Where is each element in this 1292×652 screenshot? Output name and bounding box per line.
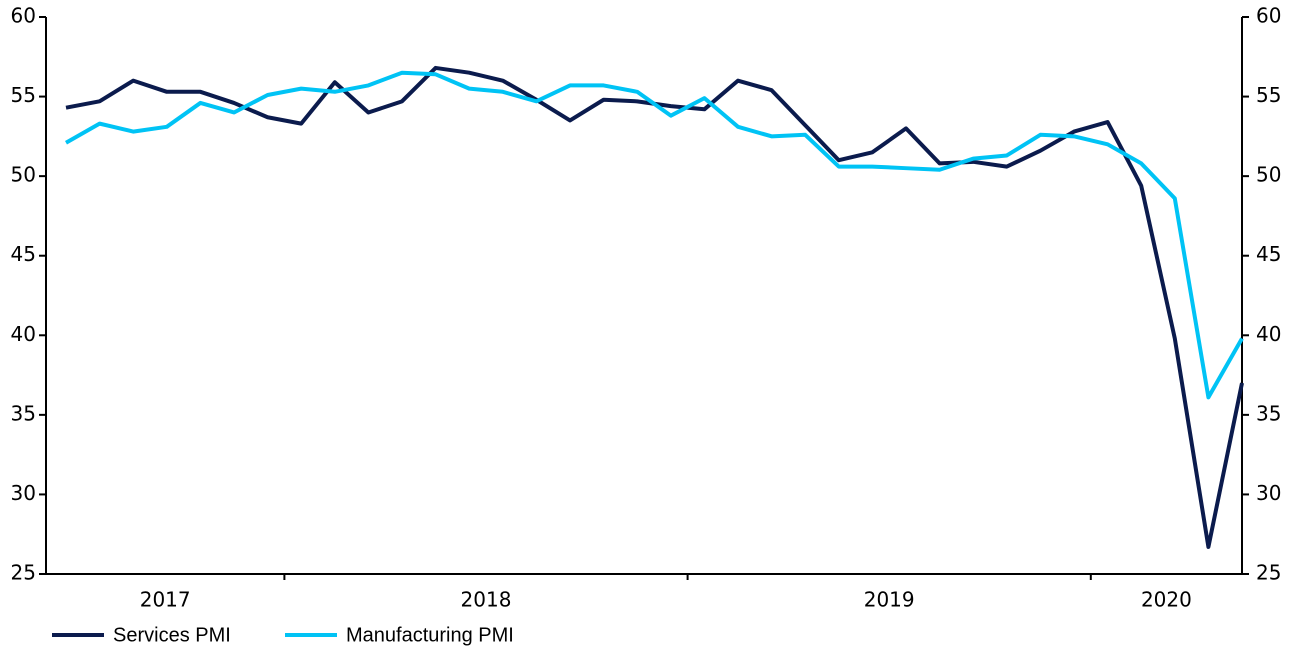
y2-tick-label: 25 (1256, 561, 1281, 585)
legend: Services PMI Manufacturing PMI (52, 624, 514, 646)
x-tick-label: 2020 (1141, 588, 1192, 612)
x-tick-label: 2019 (864, 588, 915, 612)
y2-tick-label: 30 (1256, 481, 1281, 505)
y2-tick-label: 60 (1256, 4, 1281, 28)
legend-label: Manufacturing PMI (346, 624, 514, 646)
y-tick-label: 40 (11, 322, 36, 346)
y-tick-label: 45 (11, 242, 36, 266)
y-tick-label: 60 (11, 4, 36, 28)
y-tick-label: 55 (11, 83, 36, 107)
y-tick-label: 50 (11, 163, 36, 187)
series-line (65, 70, 1244, 400)
y-tick-label: 25 (11, 561, 36, 585)
legend-label: Services PMI (113, 624, 231, 646)
y2-tick-label: 45 (1256, 242, 1281, 266)
y-tick-label: 30 (11, 481, 36, 505)
x-tick-label: 2017 (140, 588, 191, 612)
y2-tick-label: 55 (1256, 83, 1281, 107)
y2-tick-label: 35 (1256, 401, 1281, 425)
x-tick-label: 2018 (461, 588, 512, 612)
y-tick-label: 35 (11, 401, 36, 425)
y2-tick-label: 50 (1256, 163, 1281, 187)
y2-tick-label: 40 (1256, 322, 1281, 346)
series-line (65, 65, 1244, 549)
